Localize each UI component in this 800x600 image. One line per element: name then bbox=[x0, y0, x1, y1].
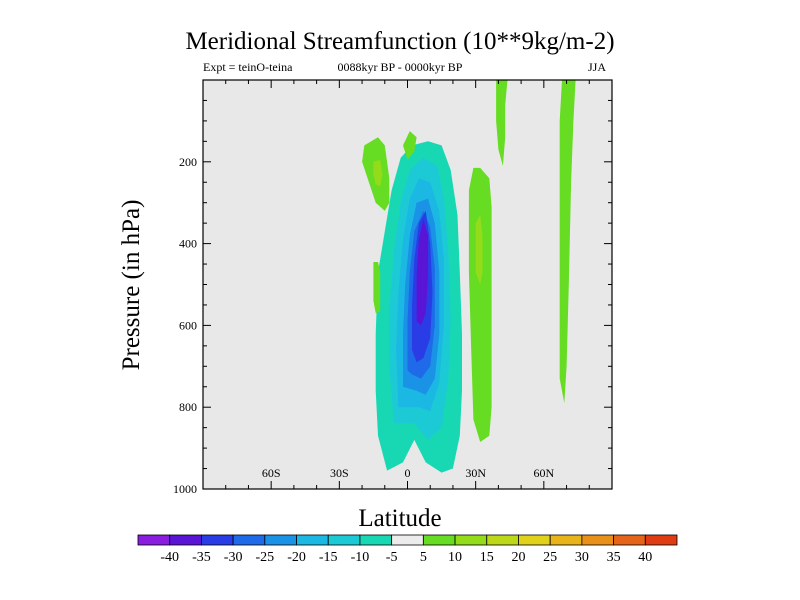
x-tick-label: 0 bbox=[405, 466, 411, 480]
contour-regions bbox=[362, 80, 576, 473]
colorbar-swatch bbox=[296, 534, 329, 546]
colorbar-swatch bbox=[518, 534, 551, 546]
y-tick-label: 1000 bbox=[173, 482, 197, 496]
colorbar-swatch bbox=[422, 534, 456, 546]
colorbar-swatch bbox=[232, 534, 266, 546]
colorbar-swatch bbox=[486, 534, 519, 546]
contour-region-11 bbox=[468, 167, 492, 442]
colorbar-label: 30 bbox=[575, 550, 589, 565]
colorbar-swatch bbox=[169, 534, 202, 546]
colorbar-swatch bbox=[359, 534, 393, 546]
colorbar-swatch bbox=[391, 534, 424, 546]
colorbar-swatch bbox=[327, 534, 361, 546]
colorbar-label: -40 bbox=[160, 550, 179, 565]
colorbar-label: 15 bbox=[480, 550, 494, 565]
colorbar-label: 5 bbox=[420, 550, 427, 565]
x-tick-label: 60N bbox=[533, 466, 554, 480]
colorbar-label: -30 bbox=[224, 550, 243, 565]
x-tick-label: 30S bbox=[330, 466, 349, 480]
colorbar-label: -10 bbox=[351, 550, 370, 565]
colorbar-swatch bbox=[454, 534, 488, 546]
colorbar-label: -35 bbox=[192, 550, 211, 565]
colorbar-swatch bbox=[549, 534, 583, 546]
colorbar-label: -15 bbox=[319, 550, 338, 565]
colorbar-label: 10 bbox=[448, 550, 462, 565]
colorbar-label: -5 bbox=[386, 550, 398, 565]
contour-region-8 bbox=[373, 159, 383, 187]
y-tick-label: 800 bbox=[179, 400, 197, 414]
y-tick-label: 400 bbox=[179, 237, 197, 251]
chart-title: Meridional Streamfunction (10**9kg/m-2) bbox=[185, 28, 615, 55]
colorbar-label: -25 bbox=[255, 550, 274, 565]
chart-subtitle-experiment: Expt = teinO-teina bbox=[203, 60, 293, 74]
contour-region-12 bbox=[475, 215, 483, 285]
colorbar-swatch bbox=[264, 534, 297, 546]
contour-region-10 bbox=[373, 262, 381, 314]
contour-region-14 bbox=[559, 80, 576, 404]
colorbar-label: 40 bbox=[638, 550, 652, 565]
colorbar-label: 25 bbox=[543, 550, 557, 565]
contour-region-6 bbox=[416, 219, 428, 326]
colorbar-label: 20 bbox=[511, 550, 525, 565]
y-tick-label: 600 bbox=[179, 318, 197, 332]
colorbar-swatch bbox=[613, 534, 646, 546]
colorbar-swatch bbox=[137, 534, 171, 546]
contour-region-9 bbox=[403, 131, 417, 160]
contour-region-13 bbox=[496, 80, 508, 166]
y-tick-label: 200 bbox=[179, 155, 197, 169]
colorbar-swatch bbox=[201, 534, 234, 546]
colorbar: -40 -35 -30 -25 -20 -15 -10 -5 5 10 15 20 25 30 35 40 bbox=[137, 534, 678, 565]
colorbar-label: -20 bbox=[287, 550, 306, 565]
x-axis-label: Latitude bbox=[358, 505, 442, 532]
colorbar-swatch bbox=[644, 534, 678, 546]
colorbar-swatch bbox=[581, 534, 614, 546]
x-tick-label: 60S bbox=[262, 466, 281, 480]
chart-subtitle-season: JJA bbox=[588, 60, 607, 74]
x-tick-label: 30N bbox=[465, 466, 486, 480]
chart-subtitle-period: 0088kyr BP - 0000kyr BP bbox=[337, 60, 463, 74]
colorbar-label: 35 bbox=[607, 550, 621, 565]
axis-ticks: 60S 30S 0 30N 60N 200 400 600 800 1000 bbox=[173, 80, 612, 496]
